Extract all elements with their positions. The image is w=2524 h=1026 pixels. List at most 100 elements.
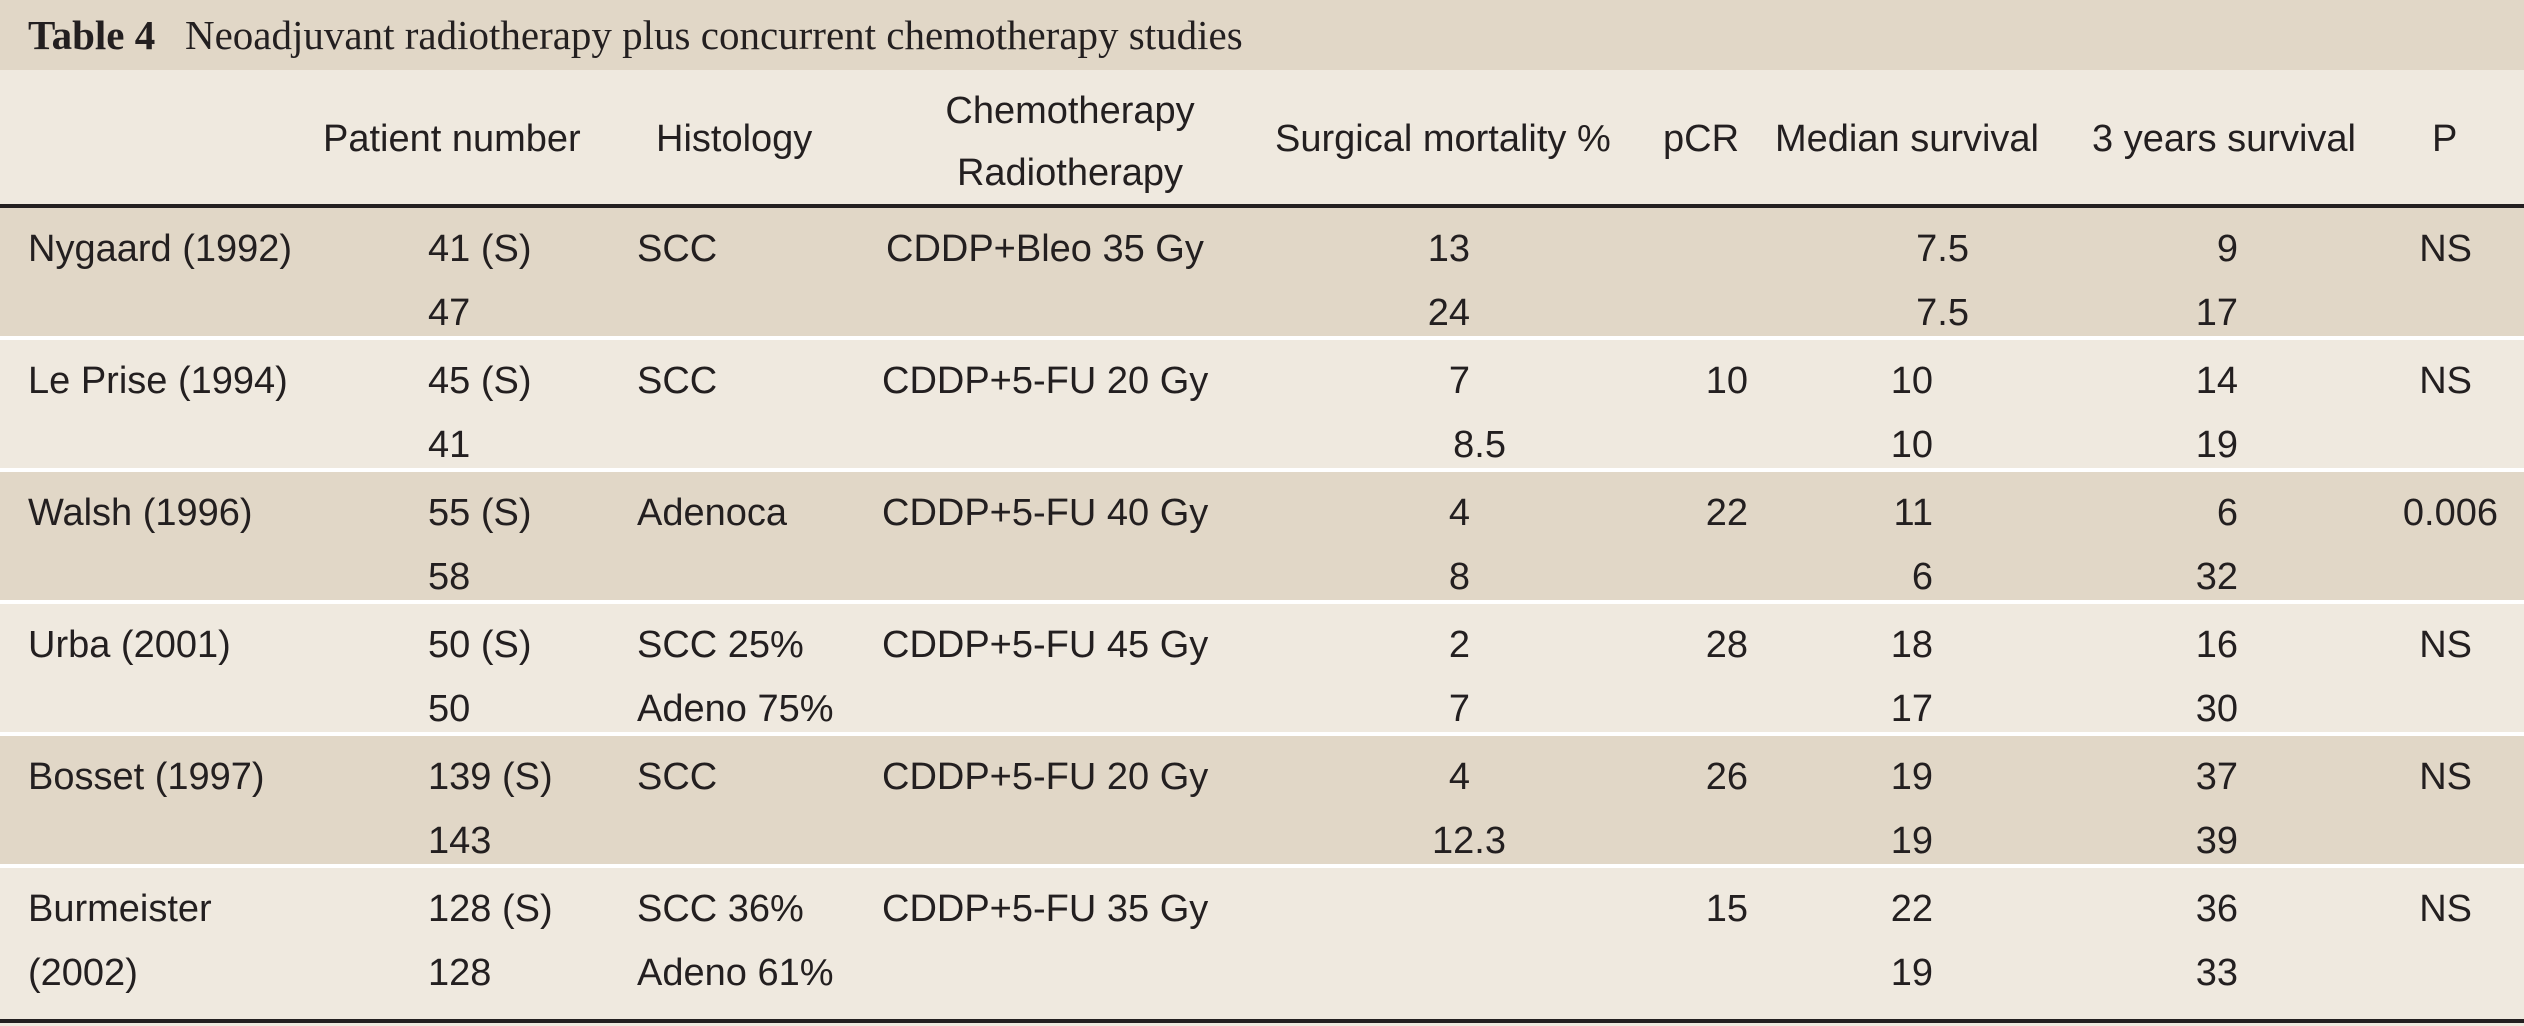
p-value: NS: [2419, 888, 2472, 930]
row-divider: [0, 468, 2524, 472]
table-header-row: Patient number Histology Chemotherapy Ra…: [0, 74, 2524, 204]
three-year-survival-surgery: 16: [2195, 624, 2238, 666]
chemo-radio-regimen: CDDP+5-FU 45 Gy: [882, 624, 1209, 666]
header-chemo-radio: Chemotherapy Radiotherapy: [870, 80, 1270, 204]
header-radiotherapy: Radiotherapy: [956, 152, 1184, 194]
table-row: Le Prise (1994) 45 (S) 41 SCC CDDP+5-FU …: [0, 340, 2524, 468]
median-survival-combined: 6: [1911, 556, 1933, 598]
row-divider: [0, 600, 2524, 604]
surgical-mortality-combined: 12.3: [1432, 820, 1506, 862]
header-pcr: pCR: [1663, 118, 1740, 160]
chemo-radio-regimen: CDDP+5-FU 40 Gy: [882, 492, 1209, 534]
three-year-survival-combined: 39: [2195, 820, 2238, 862]
table-label: Table 4: [28, 12, 156, 58]
surgical-mortality-combined: 8: [1448, 556, 1470, 598]
three-year-survival-surgery: 9: [2216, 228, 2238, 270]
histology-line2: Adeno 61%: [637, 952, 834, 994]
header-rule: [0, 204, 2524, 208]
surgical-mortality-surgery: 4: [1448, 756, 1470, 798]
header-surgical-mortality: Surgical mortality %: [1275, 118, 1611, 160]
patient-number-surgery: 139 (S): [428, 756, 553, 798]
patient-number-combined: 143: [428, 820, 492, 862]
p-value: NS: [2419, 624, 2472, 666]
histology: Adenoca: [637, 492, 788, 534]
p-value: NS: [2419, 756, 2472, 798]
row-divider: [0, 864, 2524, 868]
pcr-value: 22: [1705, 492, 1748, 534]
median-survival-combined: 19: [1890, 952, 1933, 994]
histology: SCC: [637, 756, 718, 798]
p-value: 0.006: [2402, 492, 2498, 534]
median-survival-surgery: 19: [1890, 756, 1933, 798]
study-name: Walsh (1996): [28, 492, 253, 534]
table-row: Walsh (1996) 55 (S) 58 Adenoca CDDP+5-FU…: [0, 472, 2524, 600]
three-year-survival-combined: 32: [2195, 556, 2238, 598]
patient-number-combined: 47: [428, 292, 471, 334]
patient-number-combined: 50: [428, 688, 471, 730]
chemo-radio-regimen: CDDP+5-FU 20 Gy: [882, 360, 1209, 402]
chemo-radio-regimen: CDDP+5-FU 35 Gy: [882, 888, 1209, 930]
surgical-mortality-surgery: 4: [1448, 492, 1470, 534]
p-value: NS: [2419, 228, 2472, 270]
three-year-survival-surgery: 6: [2216, 492, 2238, 534]
three-year-survival-combined: 30: [2195, 688, 2238, 730]
median-survival-combined: 17: [1890, 688, 1933, 730]
surgical-mortality-surgery: 13: [1427, 228, 1470, 270]
table-row: Bosset (1997) 139 (S) 143 SCC CDDP+5-FU …: [0, 736, 2524, 864]
three-year-survival-combined: 33: [2195, 952, 2238, 994]
table-row: Nygaard (1992) 41 (S) 47 SCC CDDP+Bleo 3…: [0, 208, 2524, 336]
three-year-survival-surgery: 14: [2195, 360, 2238, 402]
table-row: Burmeister (2002) 128 (S) 128 SCC 36% Ad…: [0, 868, 2524, 1019]
pcr-value: 26: [1705, 756, 1748, 798]
histology: SCC 36%: [637, 888, 804, 930]
median-survival-surgery: 7.5: [1916, 228, 1969, 270]
median-survival-surgery: 11: [1893, 492, 1933, 534]
patient-number-combined: 58: [428, 556, 471, 598]
pcr-value: 10: [1705, 360, 1748, 402]
study-name: Le Prise (1994): [28, 360, 288, 402]
header-chemotherapy: Chemotherapy: [945, 90, 1195, 132]
surgical-mortality-surgery: 2: [1448, 624, 1470, 666]
row-divider: [0, 336, 2524, 340]
chemo-radio-regimen: CDDP+5-FU 20 Gy: [882, 756, 1209, 798]
median-survival-combined: 10: [1890, 424, 1933, 466]
histology-line2: Adeno 75%: [637, 688, 834, 730]
patient-number-surgery: 41 (S): [428, 228, 532, 270]
header-p-value: P: [2432, 118, 2458, 160]
study-name: Nygaard (1992): [28, 228, 293, 270]
patient-number-surgery: 55 (S): [428, 492, 532, 534]
table-row: Urba (2001) 50 (S) 50 SCC 25% Adeno 75% …: [0, 604, 2524, 732]
surgical-mortality-surgery: 7: [1448, 360, 1470, 402]
table-caption: Table 4 Neoadjuvant radiotherapy plus co…: [0, 0, 2524, 70]
median-survival-surgery: 22: [1890, 888, 1933, 930]
median-survival-combined: 19: [1890, 820, 1933, 862]
header-histology: Histology: [656, 118, 813, 160]
patient-number-combined: 41: [428, 424, 471, 466]
study-name: Bosset (1997): [28, 756, 265, 798]
three-year-survival-combined: 19: [2195, 424, 2238, 466]
header-median-survival: Median survival: [1775, 118, 2039, 160]
header-three-year-survival: 3 years survival: [2092, 118, 2356, 160]
median-survival-surgery: 18: [1890, 624, 1933, 666]
patient-number-surgery: 128 (S): [428, 888, 553, 930]
pcr-value: 15: [1705, 888, 1748, 930]
three-year-survival-combined: 17: [2195, 292, 2238, 334]
study-name-line2: (2002): [28, 952, 138, 994]
surgical-mortality-combined: 24: [1427, 292, 1470, 334]
bottom-rule: [0, 1019, 2524, 1023]
three-year-survival-surgery: 36: [2195, 888, 2238, 930]
header-patient-number: Patient number: [323, 118, 581, 160]
study-name: Burmeister: [28, 888, 212, 930]
patient-number-surgery: 50 (S): [428, 624, 532, 666]
study-name: Urba (2001): [28, 624, 231, 666]
pcr-value: 28: [1705, 624, 1748, 666]
surgical-mortality-combined: 7: [1448, 688, 1470, 730]
table-title: Neoadjuvant radiotherapy plus concurrent…: [185, 12, 1243, 58]
patient-number-combined: 128: [428, 952, 492, 994]
row-divider: [0, 732, 2524, 736]
median-survival-surgery: 10: [1890, 360, 1933, 402]
histology: SCC: [637, 228, 718, 270]
chemo-radio-regimen: CDDP+Bleo 35 Gy: [886, 228, 1204, 270]
histology: SCC 25%: [637, 624, 804, 666]
